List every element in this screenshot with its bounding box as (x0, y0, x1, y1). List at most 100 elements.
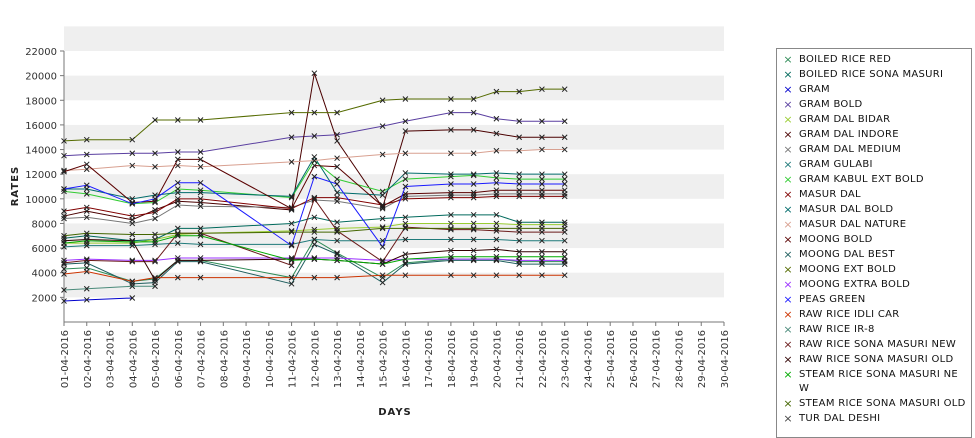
x-axis-label: DAYS (378, 407, 412, 418)
x-tick-label: 20-04-2016 (492, 330, 503, 388)
data-point-marker (61, 215, 67, 222)
series-steam-rice-sona-masuri-new (61, 232, 568, 267)
x-tick-label: 25-04-2016 (606, 330, 617, 388)
x-tick-label: 21-04-2016 (515, 330, 526, 388)
legend-label: GRAM DAL BIDAR (799, 114, 891, 125)
legend-item: × GRAM BOLD (777, 98, 971, 113)
data-point-marker (61, 186, 67, 192)
data-point-marker (311, 229, 318, 235)
data-point-marker (311, 194, 318, 201)
data-point-marker (539, 248, 545, 255)
legend-marker-icon: × (783, 188, 793, 201)
data-point-marker (561, 171, 568, 178)
x-tick-label: 19-04-2016 (470, 330, 481, 388)
data-point-marker (152, 195, 158, 202)
data-point-marker (539, 237, 545, 244)
data-point-marker (448, 192, 454, 198)
y-tick-label: 12000 (25, 170, 57, 181)
data-point-marker (561, 193, 568, 200)
x-tick-label: 23-04-2016 (561, 330, 572, 388)
series-gram (61, 295, 136, 304)
data-point-marker (311, 214, 318, 221)
data-point-marker (561, 272, 568, 279)
data-point-marker (152, 163, 158, 170)
series-masur-dal-nature (61, 146, 568, 174)
data-point-marker (493, 175, 500, 181)
data-point-marker (493, 227, 500, 234)
data-point-marker (61, 232, 67, 239)
data-point-marker (197, 189, 204, 196)
data-point-marker (152, 215, 158, 222)
legend-marker-icon: × (783, 83, 793, 96)
legend-marker-icon: × (783, 173, 793, 186)
legend-label: GRAM GULABI (799, 159, 873, 170)
data-point-marker (402, 256, 409, 263)
data-point-marker (402, 225, 409, 232)
data-point-marker (83, 257, 90, 264)
data-point-marker (379, 225, 386, 232)
data-point-marker (448, 109, 454, 116)
data-point-marker (61, 271, 67, 277)
legend-item: × RAW RICE SONA MASURI OLD (777, 353, 971, 368)
line-chart: 2000 4000 6000 8000 10000 12000 14000 16000 1800… (10, 26, 731, 418)
legend-marker-icon: × (783, 353, 793, 366)
data-point-marker (197, 179, 204, 186)
legend-label: STEAM RICE SONA MASURI NEW (799, 369, 959, 394)
data-point-marker (448, 247, 454, 254)
data-point-marker (152, 117, 158, 123)
data-point-marker (311, 236, 318, 243)
data-point-marker (516, 176, 523, 182)
x-tick-label: 07-04-2016 (197, 330, 208, 388)
data-point-marker (561, 219, 568, 226)
legend-item: × TUR DAL DESHI (777, 412, 971, 427)
data-point-marker (197, 225, 204, 232)
x-tick-label: 27-04-2016 (652, 330, 663, 388)
data-point-marker (311, 157, 318, 164)
series-moong-extra-bold (61, 255, 568, 264)
data-point-marker (152, 209, 158, 216)
x-tick-label: 08-04-2016 (219, 330, 230, 388)
data-point-marker (402, 251, 409, 258)
data-point-marker (539, 219, 545, 226)
data-point-marker (402, 118, 409, 125)
legend-label: GRAM (799, 84, 830, 95)
data-point-marker (402, 183, 409, 190)
data-point-marker (311, 162, 318, 169)
y-tick-label: 14000 (25, 146, 57, 157)
data-point-marker (288, 274, 295, 281)
x-tick-label: 04-04-2016 (128, 330, 139, 388)
x-tick-label: 17-04-2016 (424, 330, 435, 388)
data-point-marker (83, 204, 90, 211)
x-tick-label: 16-04-2016 (401, 330, 412, 388)
data-point-marker (470, 256, 477, 263)
series-gram-kabul-ext-bold (61, 157, 568, 207)
data-point-marker (470, 225, 477, 232)
data-point-marker (61, 240, 67, 247)
data-point-marker (402, 96, 409, 102)
data-point-marker (174, 274, 181, 281)
legend-marker-icon: × (783, 278, 793, 291)
legend-label: MOONG BOLD (799, 234, 873, 245)
data-point-marker (83, 136, 90, 143)
data-point-marker (493, 220, 500, 227)
data-point-marker (129, 136, 136, 143)
grid-band (64, 124, 724, 150)
data-point-marker (334, 237, 340, 244)
data-point-marker (129, 278, 136, 285)
data-point-marker (334, 155, 340, 162)
series-moong-ext-bold (61, 86, 568, 144)
data-point-marker (516, 225, 523, 232)
data-point-marker (152, 277, 158, 283)
legend-marker-icon: × (783, 128, 793, 141)
data-point-marker (516, 193, 523, 200)
data-point-marker (448, 181, 454, 187)
data-point-marker (561, 181, 568, 187)
data-point-marker (561, 86, 568, 93)
data-point-marker (470, 253, 477, 260)
data-point-marker (174, 240, 181, 247)
data-point-marker (83, 214, 90, 221)
grid-bands (64, 26, 724, 298)
data-point-marker (379, 202, 386, 208)
data-point-marker (311, 109, 318, 116)
data-point-marker (516, 187, 523, 194)
